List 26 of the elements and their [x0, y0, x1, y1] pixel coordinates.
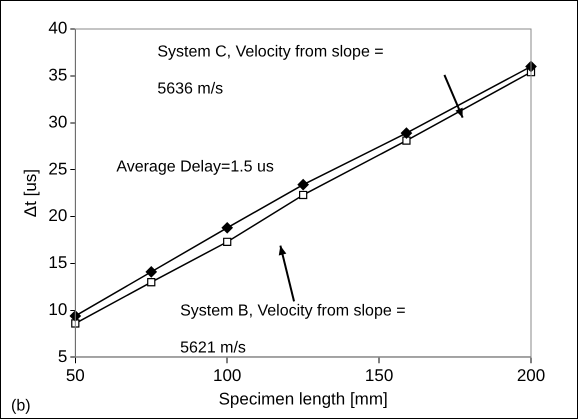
y-tick-label: 40 — [48, 18, 68, 38]
point — [299, 190, 308, 200]
y-tick-label: 15 — [48, 253, 68, 272]
y-tick-label: 20 — [48, 206, 68, 226]
point — [298, 179, 309, 190]
text: System C, Velocity from slope = 5636 m/s — [157, 43, 384, 98]
y-tick-label: 10 — [48, 300, 68, 319]
point — [222, 222, 233, 234]
point — [400, 127, 412, 139]
annotation: Average Delay=1.5 us — [116, 158, 274, 176]
x-tick-label: 150 — [364, 366, 394, 386]
y-tick-label: 5 — [58, 346, 68, 366]
x-tick-label: 200 — [516, 366, 546, 386]
text: (b) — [11, 397, 31, 414]
point — [70, 310, 81, 322]
x-tick-label: 50 — [66, 366, 85, 386]
y-tick-label: 25 — [48, 159, 68, 178]
text: System B, Velocity from slope = 5621 m/s — [180, 302, 406, 357]
point — [147, 278, 156, 286]
x-axis-title: Specimen length [mm] — [218, 389, 388, 408]
point — [146, 266, 157, 278]
y-tick-label: 30 — [48, 112, 68, 132]
y-axis-title: Δt [us] — [20, 169, 40, 218]
y-tick-label: 35 — [48, 66, 68, 85]
x-tick-label: 100 — [213, 366, 242, 386]
point — [223, 238, 232, 246]
